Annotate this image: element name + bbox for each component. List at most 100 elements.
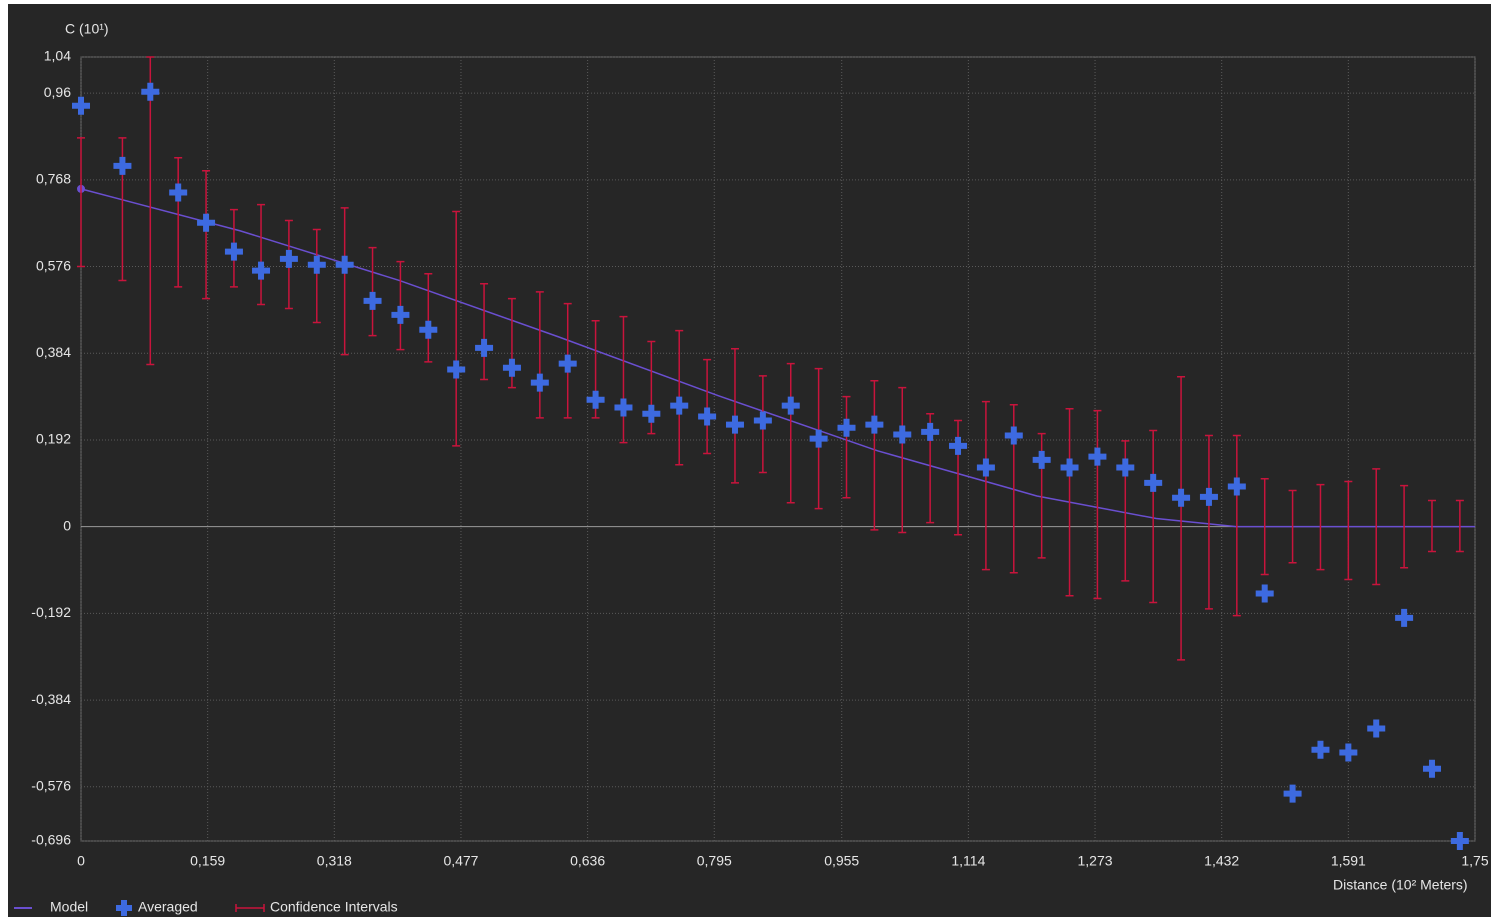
error-bar	[312, 228, 321, 324]
point	[502, 358, 521, 377]
point	[419, 320, 438, 339]
x-tick-label: 0,318	[317, 853, 352, 869]
point	[475, 338, 494, 357]
point	[893, 425, 912, 444]
error-bar	[424, 273, 433, 363]
point	[865, 415, 884, 434]
error-bar	[1065, 408, 1074, 597]
point	[169, 183, 188, 202]
point	[141, 82, 160, 101]
error-bar	[1372, 468, 1381, 586]
error-bar	[870, 380, 879, 531]
point	[1060, 458, 1079, 477]
y-tick-label: -0,576	[31, 778, 71, 794]
error-bar	[1260, 478, 1269, 576]
error-bar	[257, 203, 266, 306]
error-bar	[703, 358, 712, 455]
point	[949, 436, 968, 455]
y-tick-label: -0,696	[31, 832, 71, 848]
error-bar	[452, 210, 461, 447]
point	[837, 418, 856, 437]
point	[558, 354, 577, 373]
panel	[8, 4, 1491, 917]
point	[1450, 832, 1469, 850]
point	[921, 422, 940, 441]
error-bar	[1232, 434, 1241, 617]
point	[530, 373, 549, 392]
point	[725, 415, 744, 434]
error-bar	[1427, 499, 1436, 553]
x-tick-label: 0,477	[443, 853, 478, 869]
y-tick-label: -0,384	[31, 691, 71, 707]
x-tick-label: 0	[77, 853, 85, 869]
point	[781, 396, 800, 415]
x-tick-label: 1,75	[1461, 853, 1488, 869]
x-axis-title: Distance (10² Meters)	[1333, 877, 1468, 893]
point	[1367, 719, 1386, 738]
error-bar	[1316, 483, 1325, 571]
point	[1088, 447, 1107, 466]
x-tick-label: 1,273	[1078, 853, 1113, 869]
legend-label: Confidence Intervals	[270, 899, 398, 915]
error-bar	[368, 246, 377, 337]
point	[1395, 608, 1414, 627]
point	[1032, 450, 1051, 469]
legend-swatch	[116, 900, 132, 916]
error-bar	[535, 291, 544, 419]
y-tick-label: -0,192	[31, 604, 71, 620]
y-tick-label: 0,192	[36, 431, 71, 447]
point	[1283, 784, 1302, 803]
point	[809, 429, 828, 448]
error-bar	[786, 362, 795, 504]
point	[1311, 740, 1330, 759]
model-line	[80, 188, 1475, 528]
x-tick-label: 0,636	[570, 853, 605, 869]
point	[363, 291, 382, 310]
error-bar	[340, 207, 349, 356]
legend-swatch	[235, 904, 265, 912]
point	[642, 404, 661, 423]
point	[670, 396, 689, 415]
point	[335, 255, 354, 274]
y-tick-label: 0,576	[36, 257, 71, 273]
y-tick-label: 0,768	[36, 171, 71, 187]
point	[1172, 488, 1191, 507]
error-bar	[1288, 489, 1297, 564]
legend-label: Averaged	[138, 899, 198, 915]
error-bar	[898, 386, 907, 534]
error-bar	[1344, 480, 1353, 581]
error-bar	[842, 395, 851, 499]
y-tick-label: 0,384	[36, 344, 71, 360]
point	[447, 360, 466, 379]
error-bar	[1177, 375, 1186, 661]
error-bar	[1204, 434, 1213, 610]
y-tick-label: 1,04	[44, 48, 71, 64]
point	[698, 407, 717, 426]
point	[1422, 759, 1441, 778]
error-bar	[1093, 409, 1102, 600]
point	[224, 242, 243, 261]
point	[1116, 458, 1135, 477]
point	[391, 305, 410, 324]
point	[753, 411, 772, 430]
point	[1255, 584, 1274, 603]
error-bar	[619, 315, 628, 444]
x-tick-label: 0,795	[697, 853, 732, 869]
x-tick-label: 1,114	[951, 853, 985, 869]
point	[1144, 473, 1163, 492]
point	[1199, 487, 1218, 506]
error-bar	[981, 400, 990, 571]
point	[1227, 477, 1246, 496]
error-bar	[77, 137, 85, 268]
legend: Model Averaged Confidence Intervals	[14, 899, 398, 916]
x-tick-label: 1,591	[1331, 853, 1366, 869]
error-bar	[202, 170, 211, 300]
error-bar	[480, 282, 489, 381]
x-tick-label: 0,159	[190, 853, 225, 869]
point	[72, 96, 90, 115]
error-bar	[396, 260, 405, 351]
error-bar	[1400, 484, 1409, 569]
error-bar	[1455, 499, 1464, 553]
error-bar	[1149, 429, 1158, 604]
